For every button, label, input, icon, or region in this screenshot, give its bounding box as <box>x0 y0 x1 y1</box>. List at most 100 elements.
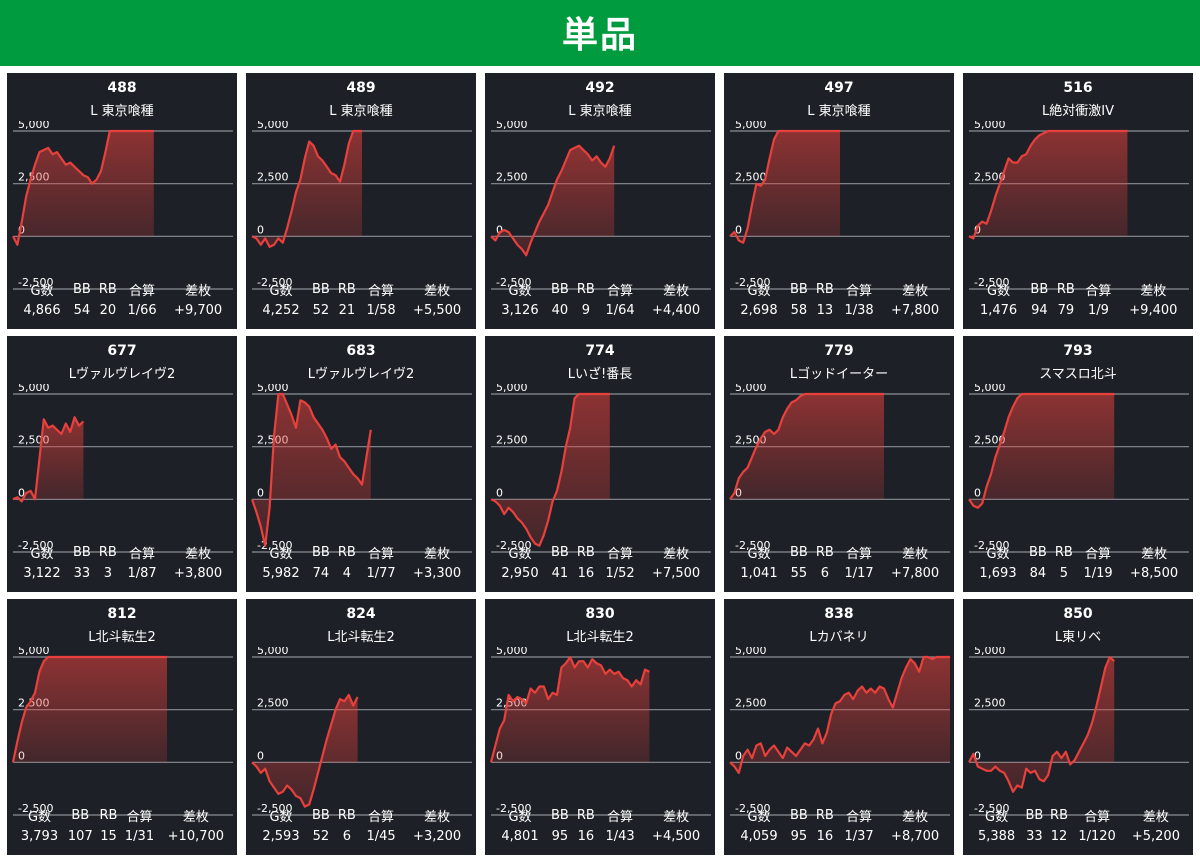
stat-label-games: G数 <box>30 283 54 299</box>
stat-label-combined: 合算 <box>126 809 153 825</box>
balance-line <box>729 392 884 500</box>
machine-number: 677 <box>107 343 137 359</box>
stat-combined: 1/19 <box>1083 565 1113 581</box>
stat-combined: 1/9 <box>1087 302 1109 318</box>
stats-table: G数 BB RB 合算 差枚 3,122 33 3 1/87 +3,800 <box>15 542 233 584</box>
y-tick-label: 5,000 <box>735 647 767 657</box>
stat-diff: +3,300 <box>413 565 462 581</box>
stat-label-combined: 合算 <box>1084 809 1111 825</box>
stat-games: 4,866 <box>23 302 61 318</box>
stat-label-combined: 合算 <box>368 283 395 299</box>
balance-area <box>13 417 84 502</box>
stat-combined: 1/43 <box>605 828 635 844</box>
machine-model: L 東京喰種 <box>90 104 154 119</box>
stat-combined: 1/52 <box>605 565 635 581</box>
y-tick-label: -2,500 <box>974 802 1009 815</box>
balance-line <box>12 416 85 503</box>
y-tick-label: 5,000 <box>974 121 1006 131</box>
stat-bb: 52 <box>312 828 330 844</box>
machine-number: 774 <box>585 343 615 359</box>
stat-diff: +10,700 <box>167 828 225 844</box>
y-tick-label: 2,500 <box>735 697 767 710</box>
stat-label-combined: 合算 <box>368 809 395 825</box>
stat-label-games: G数 <box>508 546 532 562</box>
balance-line <box>490 392 610 547</box>
balance-line <box>729 129 840 244</box>
machine-model: L 東京喰種 <box>807 104 871 119</box>
stats-table: G数 BB RB 合算 差枚 4,866 54 20 1/66 +9,700 <box>15 279 233 321</box>
y-tick-label: 5,000 <box>496 384 528 394</box>
balance-area <box>730 394 884 500</box>
stat-rb: 21 <box>338 302 356 318</box>
machine-number: 850 <box>1063 606 1093 622</box>
stat-label-bb: BB <box>1030 281 1049 297</box>
stat-label-diff: 差枚 <box>1141 546 1168 562</box>
stat-label-games: G数 <box>985 809 1009 825</box>
stat-rb: 6 <box>342 828 351 844</box>
y-tick-label: 0 <box>257 749 264 762</box>
stat-label-games: G数 <box>747 283 771 299</box>
machine-card: 492 L 東京喰種 5,000 2,500 0 -2,500 G数 BB RB 合算 差枚 3,12… <box>485 73 715 329</box>
balance-line <box>489 655 650 763</box>
y-tick-label: -2,500 <box>735 276 770 289</box>
stat-label-combined: 合算 <box>846 809 873 825</box>
y-tick-label: 5,000 <box>496 647 528 657</box>
y-tick-label: -2,500 <box>18 276 53 289</box>
stat-label-combined: 合算 <box>846 546 873 562</box>
balance-line <box>490 144 616 257</box>
stat-label-rb: RB <box>1050 807 1068 823</box>
stats-table: G数 BB RB 合算 差枚 1,476 94 79 1/9 +9,400 <box>971 279 1189 321</box>
stat-games: 2,950 <box>501 565 539 581</box>
stat-label-diff: 差枚 <box>1142 809 1169 825</box>
stat-combined: 1/66 <box>127 302 157 318</box>
y-tick-label: 2,500 <box>974 171 1006 184</box>
machine-number: 683 <box>346 343 376 359</box>
stat-label-diff: 差枚 <box>902 283 929 299</box>
stat-bb: 58 <box>790 302 808 318</box>
balance-line <box>968 655 1115 793</box>
y-tick-label: -2,500 <box>974 276 1009 289</box>
stats-table: G数 BB RB 合算 差枚 3,793 107 15 1/31 +10,700 <box>15 805 233 847</box>
balance-area <box>13 131 154 245</box>
balance-area <box>969 131 1128 239</box>
stat-label-rb: RB <box>576 807 595 823</box>
y-tick-label: -2,500 <box>18 802 53 815</box>
y-tick-label: -2,500 <box>257 802 292 815</box>
y-tick-label: 5,000 <box>974 647 1006 657</box>
stat-bb: 33 <box>1026 828 1043 844</box>
stat-bb: 54 <box>73 302 91 318</box>
stat-label-diff: 差枚 <box>902 546 929 562</box>
y-tick-label: 0 <box>496 223 503 236</box>
stat-label-combined: 合算 <box>129 546 156 562</box>
stat-diff: +5,200 <box>1131 828 1180 844</box>
balance-area <box>491 145 615 256</box>
machine-card: 516L絶対衝激IV5,0002,5000-2,500G数BBRB合算差枚1,4… <box>963 73 1193 329</box>
stat-diff: +9,400 <box>1129 302 1178 318</box>
stat-label-games: G数 <box>508 283 532 299</box>
stat-games: 1,041 <box>740 565 778 581</box>
stat-label-games: G数 <box>27 809 52 825</box>
machine-card: 497 L 東京喰種 5,000 2,500 0 -2,500 G数 BB RB 合算 差枚 2,69… <box>724 73 954 329</box>
y-tick-label: -2,500 <box>735 539 770 552</box>
balance-line <box>968 129 1128 240</box>
stat-label-bb: BB <box>789 807 808 823</box>
stat-label-diff: 差枚 <box>663 809 690 825</box>
stat-diff: +4,400 <box>652 302 701 318</box>
balance-area <box>491 657 650 763</box>
stat-diff: +7,800 <box>891 302 940 318</box>
balance-area <box>969 657 1115 792</box>
stat-label-combined: 合算 <box>1085 283 1112 299</box>
y-tick-label: 2,500 <box>496 171 528 184</box>
stat-games: 1,476 <box>979 302 1018 318</box>
stat-combined: 1/31 <box>124 828 155 844</box>
balance-line <box>251 129 362 249</box>
